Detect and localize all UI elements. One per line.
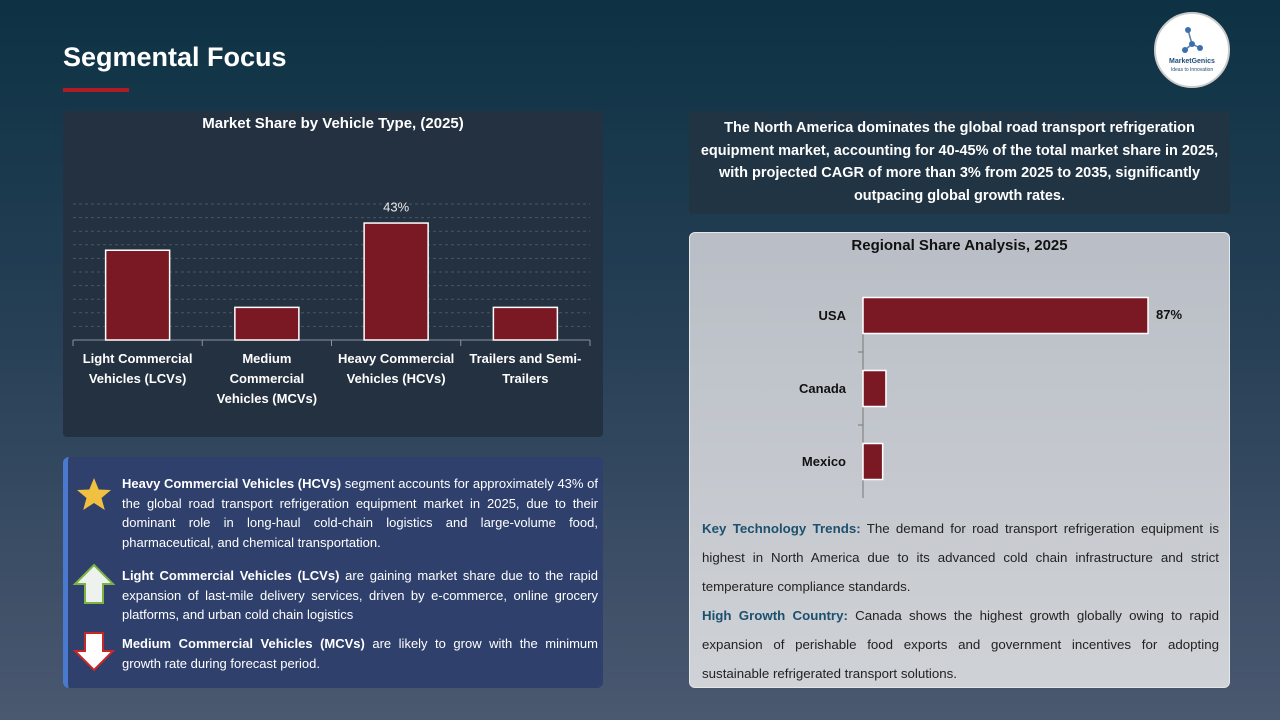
- trend-label: Key Technology Trends:: [702, 521, 861, 536]
- bar: [104, 249, 171, 341]
- chart: 43%: [72, 199, 591, 346]
- highlight-bold: Light Commercial Vehicles (LCVs): [122, 568, 340, 583]
- x-tick-label: Light Commercial Vehicles (LCVs): [82, 351, 193, 386]
- vehicle-chart-panel: Market Share by Vehicle Type, (2025) 43%…: [63, 111, 603, 437]
- bar: [862, 369, 887, 408]
- chart-title: Regional Share Analysis, 2025: [851, 237, 1068, 254]
- value-label: 43%: [383, 199, 409, 214]
- y-tick-label: Mexico: [801, 453, 846, 469]
- chart-title: Market Share by Vehicle Type, (2025): [202, 115, 464, 132]
- trend-paragraph: Key Technology Trends: The demand for ro…: [702, 514, 1219, 601]
- highlight-text: are gaining market share due to the rapi…: [122, 568, 598, 622]
- y-tick-label: Canada: [799, 380, 846, 396]
- up-arrow-icon: [72, 563, 116, 604]
- logo-tagline: Ideas to Innovation: [1170, 67, 1214, 73]
- trend-label: High Growth Country:: [702, 608, 848, 623]
- highlight-item: Medium Commercial Vehicles (MCVs) are li…: [122, 634, 598, 673]
- bar: [363, 222, 429, 341]
- bar: [862, 442, 884, 481]
- highlight-text: are likely to grow with the minimum grow…: [122, 636, 598, 671]
- highlight-bold: Heavy Commercial Vehicles (HCVs): [122, 476, 342, 491]
- icons: [72, 478, 116, 672]
- down-arrow-icon: [72, 632, 116, 672]
- highlights-panel: Heavy Commercial Vehicles (HCVs) segment…: [63, 457, 603, 688]
- logo-name: MarketGenics: [1169, 58, 1215, 65]
- value-label: 87%: [1156, 307, 1182, 322]
- logo: MarketGenics Ideas to Innovation: [1154, 12, 1230, 88]
- logo-icon: [1182, 27, 1203, 53]
- y-tick-label: USA: [818, 307, 846, 323]
- highlight-item: Light Commercial Vehicles (LCVs) are gai…: [122, 566, 598, 625]
- x-tick-label: Medium Commercial Vehicles (MCVs): [216, 351, 318, 406]
- trend-text: The demand for road transport refrigerat…: [702, 521, 1219, 594]
- regional-panel: Regional Share Analysis, 2025 87% Key Te…: [689, 232, 1230, 688]
- page-title: Segmental Focus: [63, 42, 287, 72]
- bar: [234, 306, 300, 341]
- highlight-item: Heavy Commercial Vehicles (HCVs) segment…: [122, 474, 598, 552]
- trend-paragraph: High Growth Country: Canada shows the hi…: [702, 601, 1219, 688]
- highlight-text: segment accounts for approximately 43% o…: [122, 476, 598, 550]
- trend-text: Canada shows the highest growth globally…: [702, 608, 1219, 681]
- star-icon: [77, 478, 111, 510]
- x-tick-label: Heavy Commercial Vehicles (HCVs): [337, 351, 455, 386]
- chart: 87%: [858, 296, 1182, 498]
- bar: [492, 306, 559, 341]
- summary-box: The North America dominates the global r…: [689, 111, 1230, 214]
- title-underline: [63, 88, 129, 92]
- highlight-bold: Medium Commercial Vehicles (MCVs): [122, 636, 365, 651]
- bar: [862, 296, 1149, 335]
- x-tick-label: Trailers and Semi-Trailers: [469, 351, 582, 386]
